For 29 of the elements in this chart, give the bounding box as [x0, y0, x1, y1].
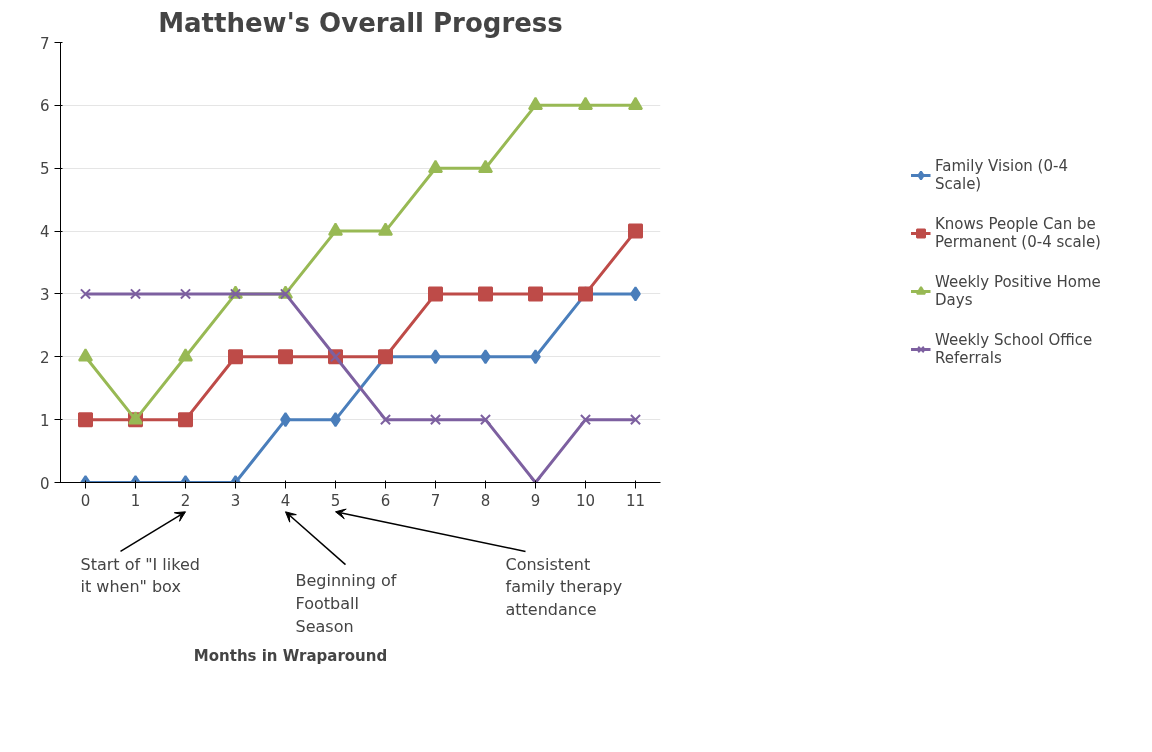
- x-tick-label: 6: [380, 491, 391, 510]
- text: Beginning of Football Season: [295, 571, 397, 636]
- x-tick-label: 3: [230, 491, 241, 510]
- text: Consistent family therapy attendance: [505, 554, 623, 620]
- text: Months in Wraparound: [193, 647, 388, 666]
- y-tick-label: 2: [39, 348, 50, 367]
- x-tick-label: 0: [80, 491, 91, 510]
- x-tick-label: 5: [330, 491, 341, 510]
- y-tick-label: 3: [39, 285, 50, 304]
- x-tick-label: 10: [575, 491, 596, 510]
- legend-label: Weekly School Office Referrals: [935, 331, 1093, 367]
- x-tick-label: 2: [180, 491, 191, 510]
- y-tick-label: 7: [39, 34, 50, 53]
- x-tick-label: 8: [480, 491, 491, 510]
- chart-title: Matthew's Overall Progress: [158, 7, 563, 38]
- x-tick-label: 9: [530, 491, 541, 510]
- legend-label: Family Vision (0-4 Scale): [935, 157, 1068, 193]
- text: Start of "I liked it when" box: [80, 554, 200, 597]
- legend-label: Weekly Positive Home Days: [935, 273, 1101, 309]
- x-tick-label: 7: [430, 491, 441, 510]
- y-tick-label: 1: [39, 411, 50, 430]
- x-tick-label: 11: [625, 491, 646, 510]
- y-tick-label: 5: [39, 160, 50, 179]
- x-tick-label: 4: [280, 491, 291, 510]
- x-tick-label: 1: [130, 491, 141, 510]
- y-tick-label: 4: [39, 223, 50, 242]
- y-tick-label: 6: [39, 97, 50, 116]
- legend-label: Knows People Can be Permanent (0-4 scale): [935, 215, 1101, 251]
- y-tick-label: 0: [39, 474, 50, 493]
